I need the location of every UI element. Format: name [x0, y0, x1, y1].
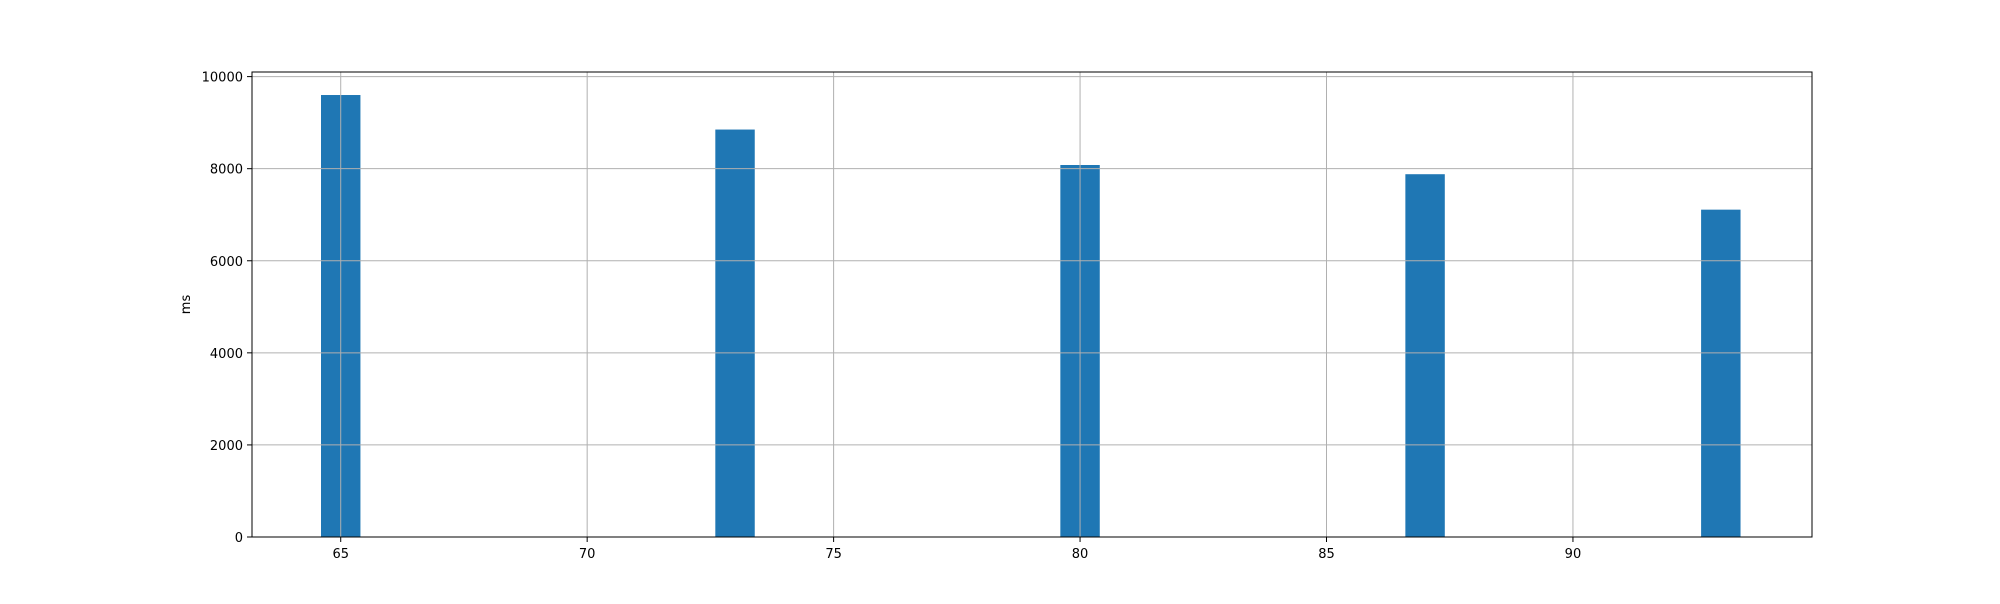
x-tick-label-70: 70	[579, 547, 596, 562]
x-tick-label-85: 85	[1318, 547, 1335, 562]
y-tick-label-4000: 4000	[210, 347, 243, 362]
bar-93	[1701, 209, 1741, 537]
x-tick-label-80: 80	[1072, 547, 1089, 562]
y-tick-label-8000: 8000	[210, 163, 243, 178]
bar-87	[1405, 174, 1445, 537]
plot-frame	[251, 71, 1813, 538]
y-tick-label-0: 0	[235, 531, 243, 546]
y-tick-label-6000: 6000	[210, 255, 243, 270]
x-tick-label-65: 65	[332, 547, 349, 562]
bars-layer	[321, 95, 1741, 537]
y-axis-label: ms	[179, 295, 194, 315]
x-tick-label-75: 75	[825, 547, 842, 562]
gridlines	[252, 72, 1812, 538]
ticks-layer: 65 70 75 80 85 90 0 2000 4000 6000 8000 10000	[202, 71, 1582, 562]
bar-73	[715, 129, 755, 537]
y-tick-label-2000: 2000	[210, 439, 243, 454]
x-tick-label-90: 90	[1565, 547, 1582, 562]
y-tick-label-10000: 10000	[202, 71, 243, 86]
